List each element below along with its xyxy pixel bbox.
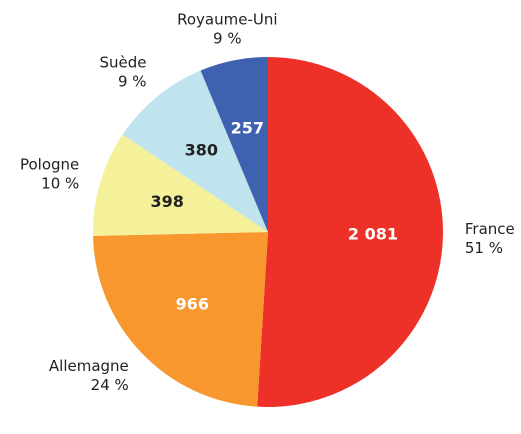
percent-label: 51 % bbox=[465, 239, 503, 257]
value-label: 380 bbox=[185, 140, 218, 159]
value-label: 398 bbox=[151, 192, 184, 211]
value-label: 966 bbox=[176, 294, 209, 313]
category-label: Allemagne bbox=[49, 357, 129, 375]
value-label: 2 081 bbox=[348, 225, 398, 244]
pie-slice bbox=[200, 57, 268, 232]
category-label: Suède bbox=[100, 54, 147, 72]
percent-label: 24 % bbox=[91, 376, 129, 394]
percent-label: 10 % bbox=[41, 175, 79, 193]
pie-slice bbox=[257, 57, 444, 408]
category-label: Pologne bbox=[20, 156, 79, 174]
percent-label: 9 % bbox=[213, 30, 242, 48]
percent-label: 9 % bbox=[118, 73, 147, 91]
pie-slice bbox=[93, 134, 268, 236]
category-label: Royaume-Uni bbox=[177, 11, 277, 29]
pie-slice bbox=[122, 70, 268, 232]
pie-slice bbox=[93, 232, 269, 407]
category-label: France bbox=[465, 220, 515, 238]
value-label: 257 bbox=[231, 119, 264, 138]
